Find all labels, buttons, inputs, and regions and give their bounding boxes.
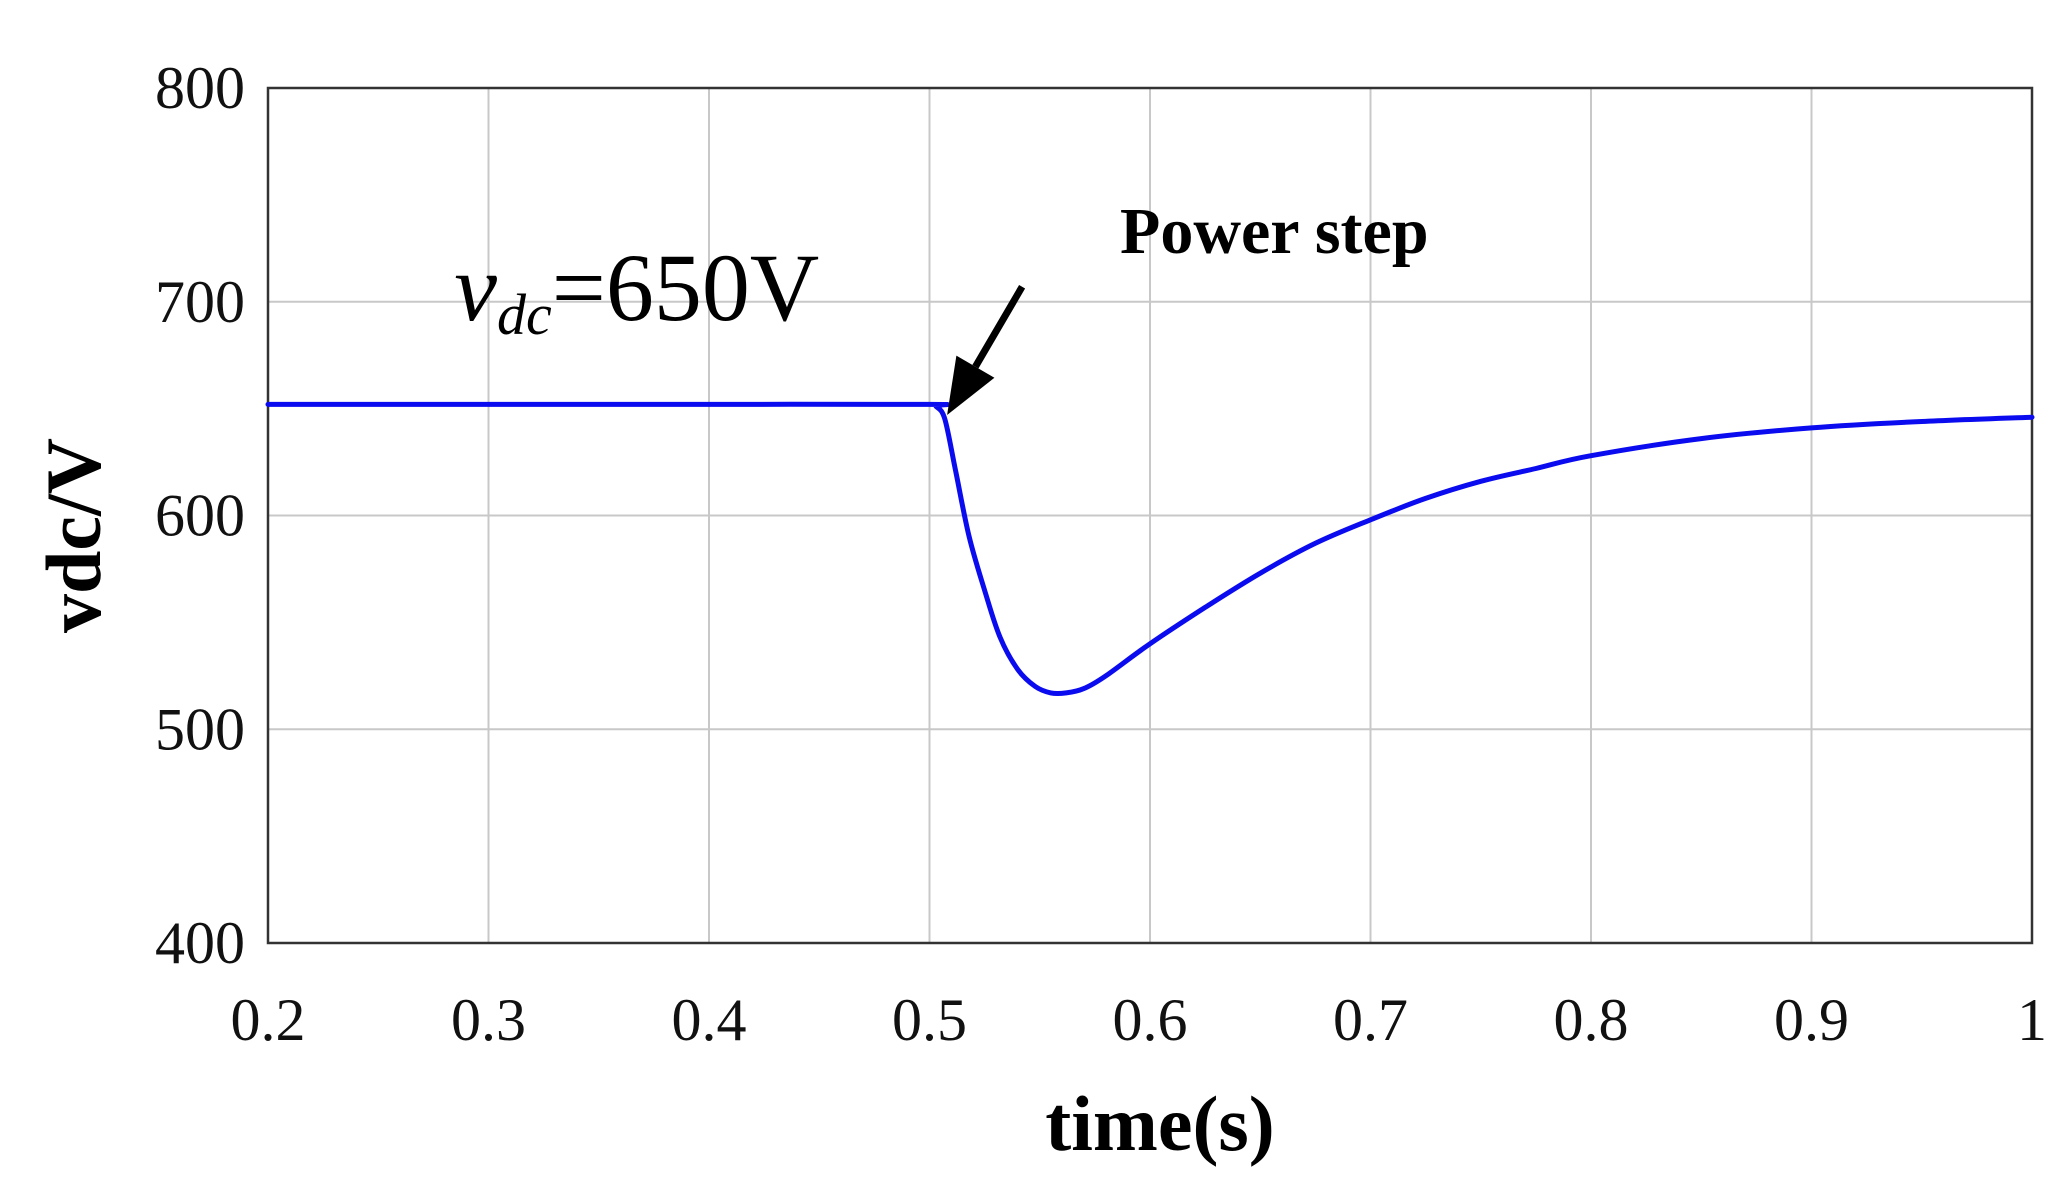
tick-labels: 0.2 0.3 0.4 0.5 0.6 0.7 0.8 0.9 1 400 500 600 700 800 xyxy=(155,55,2047,1053)
x-tick-label: 0.3 xyxy=(451,987,526,1053)
y-axis-title: vdc/V xyxy=(30,438,117,633)
annotation-arrow-head xyxy=(947,355,995,415)
x-tick-label: 0.5 xyxy=(892,987,967,1053)
x-tick-label: 0.6 xyxy=(1113,987,1188,1053)
y-tick-label: 600 xyxy=(155,483,245,549)
x-axis-title: time(s) xyxy=(1045,1080,1275,1167)
x-tick-label: 1 xyxy=(2017,987,2047,1053)
y-tick-label: 500 xyxy=(155,696,245,762)
vdc-value-label: vdc=650V xyxy=(454,234,819,347)
vdc-label-value: =650V xyxy=(552,234,819,341)
x-tick-label: 0.7 xyxy=(1333,987,1408,1053)
plot-frame xyxy=(266,86,2034,945)
y-tick-label: 400 xyxy=(155,910,245,976)
annotation-power-step: Power step xyxy=(947,195,1429,415)
y-tick-label: 800 xyxy=(155,55,245,121)
x-tick-label: 0.9 xyxy=(1774,987,1849,1053)
grid xyxy=(268,88,2032,943)
vdc-label-sub: dc xyxy=(497,282,552,347)
series-vdc-line xyxy=(265,401,2035,697)
vdc-label-var: v xyxy=(454,234,497,341)
y-tick-label: 700 xyxy=(155,269,245,335)
annotation-text: Power step xyxy=(1120,195,1429,268)
x-tick-label: 0.2 xyxy=(231,987,306,1053)
x-tick-label: 0.8 xyxy=(1554,987,1629,1053)
x-tick-label: 0.4 xyxy=(672,987,747,1053)
annotation-arrow-shaft xyxy=(972,285,1026,369)
